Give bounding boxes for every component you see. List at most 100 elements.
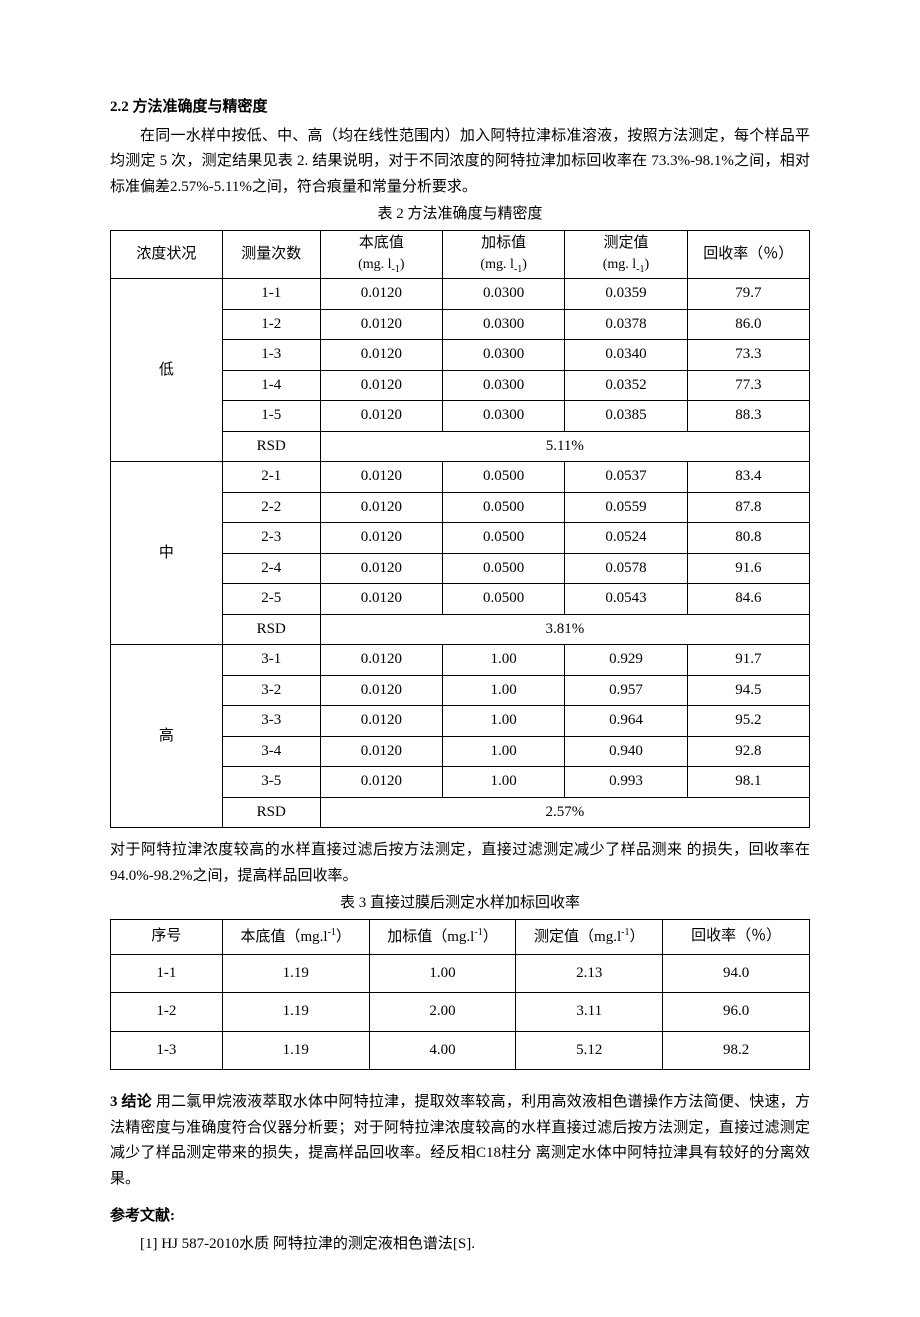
reference-1: [1] HJ 587-2010水质 阿特拉津的测定液相色谱法[S]. <box>110 1232 810 1258</box>
data-cell: 0.940 <box>565 736 687 767</box>
group-label-cell: 高 <box>111 645 223 828</box>
data-cell: 0.0120 <box>320 401 442 432</box>
data-cell: 2-4 <box>222 553 320 584</box>
table-row: 1-21.192.003.1196.0 <box>111 993 810 1032</box>
data-cell: 1.00 <box>443 736 565 767</box>
data-cell: 77.3 <box>687 370 809 401</box>
data-cell: 1.00 <box>443 767 565 798</box>
table-header-cell: 测定值（mg.l-1） <box>516 919 663 954</box>
table-header-cell: 本底值（mg.l-1） <box>222 919 369 954</box>
table-row: 1-11.191.002.1394.0 <box>111 954 810 993</box>
data-cell: 80.8 <box>687 523 809 554</box>
data-cell: 0.0500 <box>443 523 565 554</box>
table-2-caption: 表 2 方法准确度与精密度 <box>110 202 810 228</box>
data-cell: 87.8 <box>687 492 809 523</box>
table-row: 低1-10.01200.03000.035979.7 <box>111 279 810 310</box>
table-row: 高3-10.01201.000.92991.7 <box>111 645 810 676</box>
data-cell: 2.00 <box>369 993 516 1032</box>
data-cell: 1-1 <box>222 279 320 310</box>
rsd-value-cell: 5.11% <box>320 431 809 462</box>
data-cell: 0.0385 <box>565 401 687 432</box>
data-cell: 0.0500 <box>443 462 565 493</box>
data-cell: 1.00 <box>443 706 565 737</box>
data-cell: 0.0120 <box>320 309 442 340</box>
data-cell: 0.0120 <box>320 645 442 676</box>
data-cell: 0.0120 <box>320 584 442 615</box>
data-cell: 2-3 <box>222 523 320 554</box>
data-cell: 0.0300 <box>443 401 565 432</box>
data-cell: 91.7 <box>687 645 809 676</box>
data-cell: 0.0500 <box>443 584 565 615</box>
data-cell: 91.6 <box>687 553 809 584</box>
table-header-cell: 回收率（％） <box>663 919 810 954</box>
data-cell: 4.00 <box>369 1031 516 1070</box>
data-cell: 1-1 <box>111 954 223 993</box>
conclusion-heading: 3 结论 <box>110 1094 156 1110</box>
data-cell: 3-4 <box>222 736 320 767</box>
data-cell: 94.5 <box>687 675 809 706</box>
data-cell: 79.7 <box>687 279 809 310</box>
data-cell: 0.0300 <box>443 340 565 371</box>
data-cell: 1.19 <box>222 1031 369 1070</box>
data-cell: 2-1 <box>222 462 320 493</box>
data-cell: 2.13 <box>516 954 663 993</box>
data-cell: 88.3 <box>687 401 809 432</box>
data-cell: 0.0120 <box>320 767 442 798</box>
data-cell: 0.0120 <box>320 462 442 493</box>
references-heading: 参考文献: <box>110 1204 810 1230</box>
group-label-cell: 中 <box>111 462 223 645</box>
data-cell: 1-5 <box>222 401 320 432</box>
data-cell: 0.0300 <box>443 279 565 310</box>
section-2-2-heading: 2.2 方法准确度与精密度 <box>110 95 810 121</box>
data-cell: 0.0120 <box>320 340 442 371</box>
data-cell: 0.0500 <box>443 553 565 584</box>
data-cell: 1-2 <box>222 309 320 340</box>
data-cell: 0.0524 <box>565 523 687 554</box>
table-header-cell: 本底值(mg. l-1) <box>320 230 442 279</box>
data-cell: 0.957 <box>565 675 687 706</box>
data-cell: 2-2 <box>222 492 320 523</box>
data-cell: 1-3 <box>222 340 320 371</box>
data-cell: 0.0300 <box>443 309 565 340</box>
data-cell: 0.0120 <box>320 492 442 523</box>
data-cell: 0.0120 <box>320 706 442 737</box>
table-header-cell: 加标值（mg.l-1） <box>369 919 516 954</box>
data-cell: 86.0 <box>687 309 809 340</box>
table-row: 中2-10.01200.05000.053783.4 <box>111 462 810 493</box>
table-3-caption: 表 3 直接过膜后测定水样加标回收率 <box>110 891 810 917</box>
data-cell: 1.00 <box>369 954 516 993</box>
data-cell: 84.6 <box>687 584 809 615</box>
table-header-cell: 序号 <box>111 919 223 954</box>
data-cell: 92.8 <box>687 736 809 767</box>
data-cell: 5.12 <box>516 1031 663 1070</box>
data-cell: 0.0120 <box>320 370 442 401</box>
data-cell: 0.0537 <box>565 462 687 493</box>
conclusion-text: 用二氯甲烷液液萃取水体中阿特拉津，提取效率较高，利用高效液相色谱操作方法简便、快… <box>110 1094 810 1187</box>
data-cell: 0.0120 <box>320 736 442 767</box>
data-cell: 83.4 <box>687 462 809 493</box>
data-cell: 0.964 <box>565 706 687 737</box>
data-cell: 0.0120 <box>320 279 442 310</box>
table-header-cell: 测量次数 <box>222 230 320 279</box>
table-3: 序号本底值（mg.l-1）加标值（mg.l-1）测定值（mg.l-1）回收率（％… <box>110 919 810 1071</box>
data-cell: 73.3 <box>687 340 809 371</box>
data-cell: 1.00 <box>443 645 565 676</box>
data-cell: 3.11 <box>516 993 663 1032</box>
rsd-label-cell: RSD <box>222 614 320 645</box>
data-cell: 98.2 <box>663 1031 810 1070</box>
table-header-cell: 回收率（％） <box>687 230 809 279</box>
data-cell: 0.0578 <box>565 553 687 584</box>
table-2: 浓度状况测量次数本底值(mg. l-1)加标值(mg. l-1)测定值(mg. … <box>110 230 810 829</box>
data-cell: 0.0120 <box>320 523 442 554</box>
data-cell: 3-2 <box>222 675 320 706</box>
data-cell: 0.0120 <box>320 553 442 584</box>
data-cell: 1-2 <box>111 993 223 1032</box>
data-cell: 0.0500 <box>443 492 565 523</box>
data-cell: 3-3 <box>222 706 320 737</box>
rsd-label-cell: RSD <box>222 431 320 462</box>
data-cell: 98.1 <box>687 767 809 798</box>
conclusion: 3 结论 用二氯甲烷液液萃取水体中阿特拉津，提取效率较高，利用高效液相色谱操作方… <box>110 1090 810 1192</box>
section-2-2-body: 在同一水样中按低、中、高（均在线性范围内）加入阿特拉津标准溶液，按照方法测定，每… <box>110 124 810 201</box>
table-header-cell: 加标值(mg. l-1) <box>443 230 565 279</box>
table-row: 1-31.194.005.1298.2 <box>111 1031 810 1070</box>
